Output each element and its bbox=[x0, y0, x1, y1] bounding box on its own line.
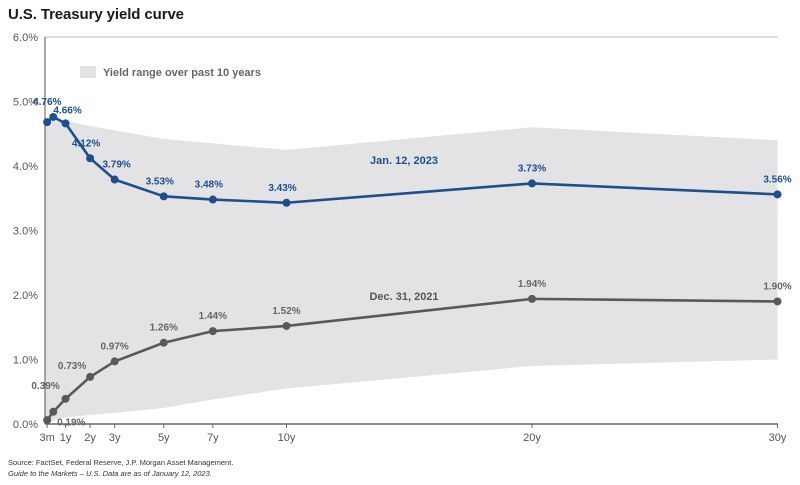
data-point-dec-2021 bbox=[61, 394, 70, 403]
legend-swatch bbox=[80, 66, 96, 78]
data-point-jan-2023 bbox=[773, 190, 782, 199]
data-label-jan-2023: 3.56% bbox=[763, 174, 791, 185]
data-label-dec-2021: 0.39% bbox=[31, 381, 59, 392]
x-tick-label: 7y bbox=[207, 432, 219, 444]
y-tick-label: 2.0% bbox=[13, 290, 38, 302]
x-tick-label: 5y bbox=[158, 432, 170, 444]
data-point-dec-2021 bbox=[528, 294, 536, 303]
data-point-dec-2021 bbox=[159, 338, 168, 347]
data-point-jan-2023 bbox=[43, 118, 52, 127]
data-label-jan-2023: 4.66% bbox=[53, 105, 81, 116]
data-point-dec-2021 bbox=[86, 372, 95, 381]
x-tick-label: 3m bbox=[39, 432, 54, 444]
data-label-dec-2021: 1.52% bbox=[272, 306, 300, 317]
data-label-jan-2023: 4.76% bbox=[33, 97, 61, 108]
data-label-dec-2021: 1.44% bbox=[199, 311, 227, 322]
data-point-jan-2023 bbox=[528, 179, 536, 188]
data-point-dec-2021 bbox=[208, 327, 217, 336]
data-label-jan-2023: 3.43% bbox=[268, 183, 296, 194]
chart-title: U.S. Treasury yield curve bbox=[8, 6, 184, 23]
data-label-jan-2023: 3.79% bbox=[102, 160, 130, 171]
y-tick-label: 1.0% bbox=[13, 355, 38, 367]
series-line-dec-2021 bbox=[46, 297, 778, 421]
data-point-dec-2021 bbox=[43, 416, 52, 425]
data-label-dec-2021: 0.73% bbox=[58, 361, 86, 372]
yield-range-band bbox=[45, 120, 778, 423]
data-label-dec-2021: 0.19% bbox=[57, 418, 85, 429]
data-point-jan-2023 bbox=[61, 119, 70, 128]
data-point-jan-2023 bbox=[159, 192, 168, 201]
data-point-dec-2021 bbox=[773, 297, 782, 306]
x-tick-label: 30y bbox=[769, 432, 787, 444]
x-tick-label: 10y bbox=[278, 432, 296, 444]
series-line-jan-2023 bbox=[46, 115, 778, 205]
x-tick-label: 3y bbox=[109, 432, 121, 444]
y-tick-label: 4.0% bbox=[13, 161, 38, 173]
x-tick-label: 2y bbox=[84, 432, 96, 444]
data-point-dec-2021 bbox=[110, 357, 119, 366]
data-label-jan-2023: 4.12% bbox=[72, 138, 100, 149]
date-footnote: Guide to the Markets – U.S. Data are as … bbox=[8, 469, 212, 478]
data-label-jan-2023: 3.73% bbox=[518, 163, 546, 174]
data-point-dec-2021 bbox=[49, 407, 58, 416]
data-label-dec-2021: 1.90% bbox=[763, 281, 791, 292]
data-point-jan-2023 bbox=[282, 198, 291, 207]
series-name-jan-2023: Jan. 12, 2023 bbox=[370, 155, 438, 167]
y-tick-label: 5.0% bbox=[13, 97, 38, 109]
data-label-dec-2021: 1.94% bbox=[518, 279, 546, 290]
data-point-jan-2023 bbox=[208, 195, 217, 204]
x-tick-label: 1y bbox=[60, 432, 72, 444]
legend-label: Yield range over past 10 years bbox=[103, 67, 261, 79]
data-label-jan-2023: 3.48% bbox=[195, 180, 223, 191]
data-point-jan-2023 bbox=[110, 175, 119, 184]
y-tick-label: 3.0% bbox=[13, 226, 38, 238]
data-point-dec-2021 bbox=[282, 321, 291, 330]
data-point-jan-2023 bbox=[86, 154, 95, 163]
y-tick-label: 6.0% bbox=[13, 32, 38, 44]
data-label-dec-2021: 1.26% bbox=[150, 323, 178, 334]
source-footnote: Source: FactSet, Federal Reserve, J.P. M… bbox=[8, 458, 234, 467]
data-label-jan-2023: 3.53% bbox=[146, 176, 174, 187]
x-tick-label: 20y bbox=[523, 432, 541, 444]
data-point-jan-2023 bbox=[49, 112, 58, 121]
y-tick-label: 0.0% bbox=[13, 419, 38, 431]
series-name-dec-2021: Dec. 31, 2021 bbox=[369, 291, 438, 303]
data-label-dec-2021: 0.97% bbox=[100, 341, 128, 352]
